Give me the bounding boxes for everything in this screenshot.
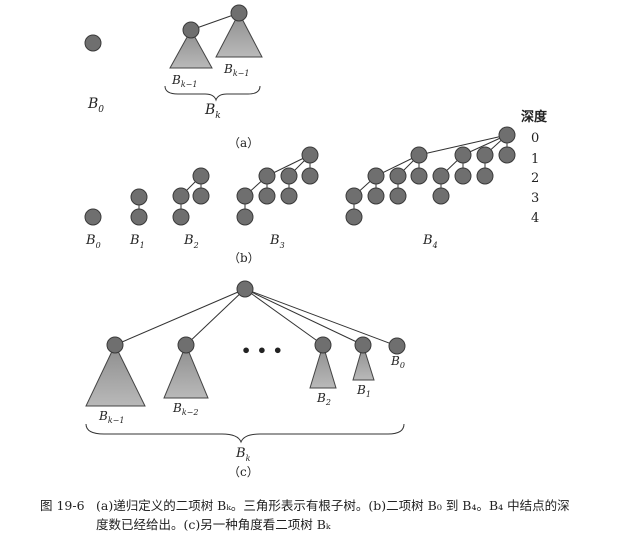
label-b-tree: B4	[422, 233, 438, 250]
node	[389, 167, 407, 185]
label-part-a: （a）	[228, 136, 259, 150]
node	[410, 167, 428, 185]
node	[345, 208, 363, 226]
depth-title: 深度	[521, 109, 548, 125]
label-a-b0: B0	[87, 96, 104, 115]
depth-label: 0	[531, 131, 539, 146]
node	[236, 187, 254, 205]
part-c: • • • Bk−1 Bk−2 B2 B1 B0 Bk （c）	[85, 280, 406, 479]
label-c-b1: B1	[356, 383, 371, 399]
node	[280, 167, 298, 185]
label-part-c: （c）	[228, 465, 259, 479]
node	[280, 187, 298, 205]
node	[172, 187, 190, 205]
node	[192, 187, 210, 205]
node	[498, 146, 516, 164]
triangle-subtree	[163, 343, 209, 399]
part-b: 深度 0 1 2 3 4	[84, 109, 548, 265]
caption-line-2: 度数已经给出。(c)另一种角度看二项树 Bₖ	[40, 515, 620, 534]
depth-label: 3	[531, 191, 539, 206]
node	[476, 146, 494, 164]
node	[177, 336, 195, 354]
label-b-tree: B3	[269, 233, 285, 250]
node	[367, 187, 385, 205]
part-a: B0 Bk−1 Bk−1 Bk （a）	[84, 4, 263, 150]
label-c-b0: B0	[390, 354, 405, 370]
caption-text-2: 度数已经给出。(c)另一种角度看二项树 Bₖ	[96, 517, 331, 532]
triangle-subtree	[85, 343, 146, 407]
label-part-b: （b）	[228, 251, 260, 265]
node	[498, 126, 516, 144]
node	[230, 4, 248, 22]
label-c-b2: B2	[316, 391, 331, 407]
node	[301, 146, 319, 164]
label-b-tree: B0	[85, 233, 101, 250]
node	[388, 337, 406, 355]
edge	[244, 288, 364, 346]
node	[106, 336, 124, 354]
label-b-tree: B2	[183, 233, 199, 250]
label-c-bk: Bk	[235, 446, 251, 463]
brace-c	[85, 423, 405, 444]
node	[345, 187, 363, 205]
node	[130, 208, 148, 226]
node	[454, 146, 472, 164]
node	[258, 187, 276, 205]
edge	[418, 134, 508, 156]
figure-number: 图 19-6	[40, 498, 85, 513]
brace-a	[164, 85, 261, 102]
triangle-subtree	[169, 28, 213, 69]
node	[84, 34, 102, 52]
label-b-tree: B1	[129, 233, 145, 250]
label-a-bk: Bk	[204, 102, 221, 121]
node	[130, 188, 148, 206]
triangle-subtree	[215, 11, 263, 58]
node	[301, 167, 319, 185]
node	[192, 167, 210, 185]
node	[354, 336, 372, 354]
label-c-bk2: Bk−2	[172, 401, 198, 417]
triangle-subtree	[309, 343, 337, 389]
node	[84, 208, 102, 226]
triangle-subtree	[352, 343, 375, 381]
edge	[244, 288, 324, 346]
node	[172, 208, 190, 226]
caption-text-1: (a)递归定义的二项树 Bₖ。三角形表示有根子树。(b)二项树 B₀ 到 B₄。…	[96, 498, 570, 513]
figure-caption: 图 19-6 (a)递归定义的二项树 Bₖ。三角形表示有根子树。(b)二项树 B₀…	[40, 496, 620, 534]
node	[389, 187, 407, 205]
node	[432, 187, 450, 205]
node	[367, 167, 385, 185]
edge	[185, 288, 246, 346]
node	[432, 167, 450, 185]
node	[236, 280, 254, 298]
label-a-bk1-left: Bk−1	[171, 73, 197, 89]
node	[476, 167, 494, 185]
node	[182, 21, 200, 39]
edge	[244, 288, 398, 347]
node	[236, 208, 254, 226]
caption-line-1: 图 19-6 (a)递归定义的二项树 Bₖ。三角形表示有根子树。(b)二项树 B₀…	[40, 496, 620, 515]
label-c-bk1: Bk−1	[98, 409, 124, 425]
node	[410, 146, 428, 164]
edge	[114, 288, 246, 346]
label-a-bk1-right: Bk−1	[223, 62, 249, 78]
depth-label: 2	[531, 171, 539, 186]
depth-label: 1	[531, 152, 539, 167]
node	[454, 167, 472, 185]
node	[258, 167, 276, 185]
depth-label: 4	[531, 211, 539, 226]
ellipsis: • • •	[241, 341, 283, 360]
node	[314, 336, 332, 354]
